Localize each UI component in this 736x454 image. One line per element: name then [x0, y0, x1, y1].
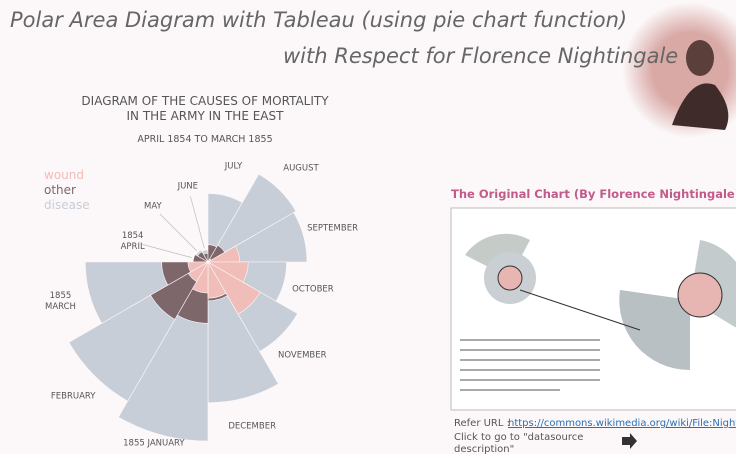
refer-url[interactable]: https://commons.wikimedia.org/wiki/File:…	[508, 418, 736, 429]
original-chart-image	[450, 207, 736, 411]
wedge	[192, 260, 209, 294]
wedge	[197, 251, 209, 263]
image-shape	[677, 272, 723, 318]
chart-subtitle: APRIL 1854 TO MARCH 1855	[137, 134, 273, 145]
month-label: 1855 MARCH	[44, 290, 76, 312]
legend-entry: wound	[44, 168, 84, 182]
arrow-button[interactable]	[622, 433, 637, 449]
wedge	[207, 173, 297, 263]
image-text-lines	[460, 339, 600, 391]
month-label: JULY	[224, 161, 243, 172]
month-label: AUGUST	[283, 163, 319, 174]
panel-title: The Original Chart (By Florence Nighting…	[451, 187, 736, 201]
month-label: NOVEMBER	[278, 350, 327, 361]
image-shape	[497, 265, 523, 291]
wedge	[187, 261, 210, 273]
month-label: SEPTEMBER	[307, 223, 358, 234]
month-label: FEBRUARY	[50, 391, 96, 402]
portrait-head	[686, 40, 714, 76]
wedge	[207, 261, 261, 315]
month-label: OCTOBER	[292, 284, 334, 295]
link-text[interactable]: Click to go to "datasource description"	[454, 432, 584, 454]
leader-line	[159, 213, 197, 251]
refer-label: Refer URL :	[454, 418, 511, 429]
wedge	[207, 260, 227, 299]
wedge	[188, 261, 209, 282]
month-label: DECEMBER	[228, 421, 277, 432]
page-subtitle: with Respect for Florence Nightingale	[283, 44, 679, 68]
page-title: Polar Area Diagram with Tableau (using p…	[10, 8, 628, 32]
month-label: 1854 APRIL	[120, 230, 145, 252]
image-shape	[619, 290, 690, 371]
month-label: MAY	[144, 201, 162, 212]
image-line	[519, 289, 641, 331]
legend-entry: other	[44, 183, 76, 197]
legend-entry: disease	[44, 198, 90, 212]
leader-line	[190, 196, 205, 249]
month-label: JUNE	[177, 181, 199, 192]
leader-line	[142, 244, 192, 258]
month-label: 1855 JANUARY	[123, 438, 185, 449]
portrait-body	[672, 83, 729, 130]
chart-title: DIAGRAM OF THE CAUSES OF MORTALITY IN TH…	[81, 94, 329, 123]
